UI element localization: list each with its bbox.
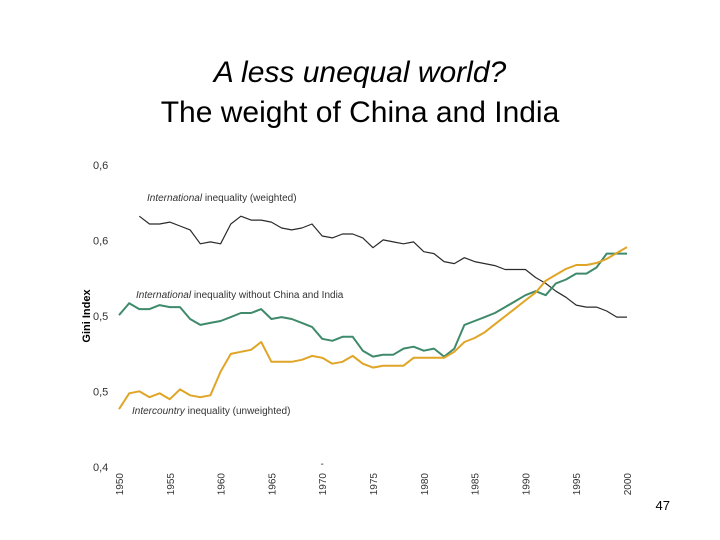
x-tick-label: 1955 [166, 473, 177, 496]
series-label-without_china_india: International inequality without China a… [136, 290, 344, 301]
chart-annotations: - [321, 459, 324, 470]
y-axis-ticks: 0,4 0,5 0,5 0,6 0,6 [93, 160, 108, 474]
series-label-weighted: International inequality (weighted) [147, 193, 297, 204]
slide-title-line2: The weight of China and India [160, 96, 560, 129]
x-tick-label: 1965 [267, 473, 278, 496]
y-tick-label: 0,6 [93, 236, 108, 248]
page-number: 47 [655, 498, 670, 513]
y-axis-label: Gini Index [81, 289, 93, 343]
x-tick-label: 1980 [420, 473, 431, 496]
x-tick-label: 1970 [318, 473, 329, 496]
x-tick-label: 1990 [521, 473, 532, 496]
x-tick-label: 1985 [471, 473, 482, 496]
series-line-weighted [138, 215, 627, 318]
y-axis-label-group: Gini Index [81, 289, 93, 343]
annotation-mark: - [321, 459, 324, 470]
series-line-unweighted [118, 246, 628, 410]
x-tick-label: 1950 [115, 473, 126, 496]
slide-title-line1: A less unequal world? [213, 56, 507, 89]
x-tick-label: 2000 [623, 473, 634, 496]
y-tick-label: 0,4 [93, 462, 108, 474]
x-tick-label: 1975 [369, 473, 380, 496]
y-tick-label: 0,6 [93, 160, 108, 172]
x-tick-label: 1960 [217, 473, 228, 496]
y-tick-label: 0,5 [93, 311, 108, 323]
series-line-without_china_india [118, 252, 627, 358]
series-label-unweighted: Intercountry inequality (unweighted) [132, 406, 290, 417]
series-labels: International inequality (weighted) Inter… [132, 193, 344, 417]
y-tick-label: 0,5 [93, 387, 108, 399]
x-axis-ticks: 1950 1955 1960 1965 1970 1975 1980 1985 1990 1995… [115, 473, 634, 496]
x-tick-label: 1995 [572, 473, 583, 496]
series-lines [118, 215, 628, 410]
